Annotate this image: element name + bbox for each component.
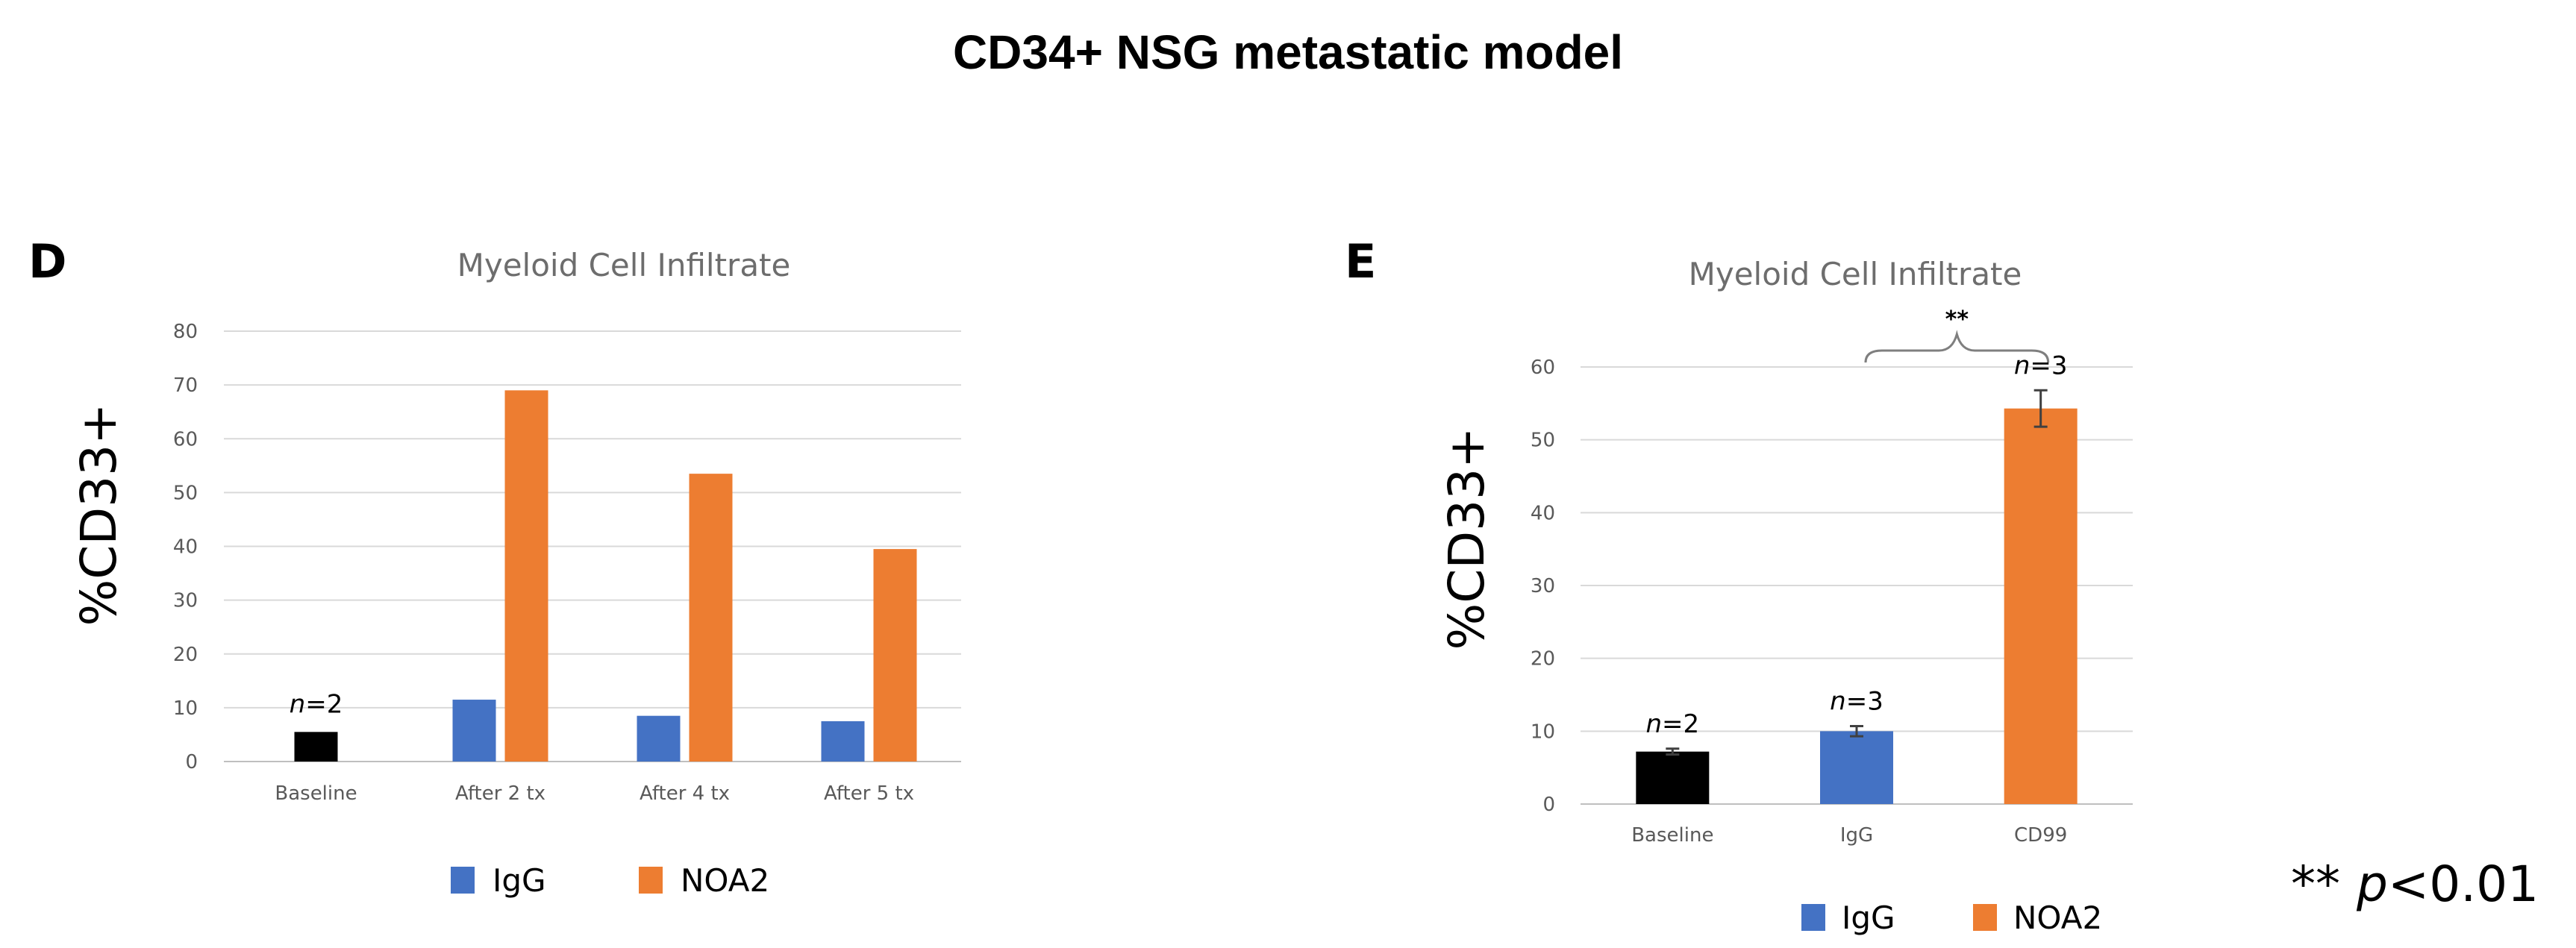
panel-d-bar-after-2-tx-noa2 (504, 390, 548, 762)
panel-d-annotations: n=2 (290, 689, 343, 719)
panel-e-x-tick-label: IgG (1840, 824, 1873, 847)
panel-e-n-value: =2 (1662, 709, 1699, 739)
panel-e-significance-bracket: ** (1864, 307, 2050, 363)
panel-d-x-tick-label: Baseline (275, 782, 357, 805)
panel-e-y-tick-label: 30 (1531, 575, 1555, 597)
panel-d-y-axis-label: %CD33+ (70, 404, 128, 627)
panel-d-x-tick-label: After 4 tx (640, 782, 730, 805)
panel-d-y-tick-label: 10 (173, 697, 198, 720)
panel-e-error-bar (1850, 724, 1863, 738)
significance-note-stars: ** (2291, 856, 2340, 913)
panel-e-label: E (1345, 234, 1376, 289)
panel-d-y-tick-label: 70 (173, 374, 198, 397)
panel-d-legend-igg: IgG (493, 862, 546, 899)
panel-e-n-annotation: n=3 (2014, 351, 2068, 380)
panel-e-legend-igg: IgG (1842, 900, 1895, 936)
panel-e-bar-baseline (1636, 751, 1710, 804)
panel-e-y-axis-label: %CD33+ (1438, 427, 1495, 650)
panel-d-bar-after-5-tx-igg (821, 721, 865, 762)
panel-e-n-value: =3 (1846, 686, 1883, 716)
panel-d-bar-after-4-tx-igg (637, 715, 681, 762)
panel-e-bars (1636, 408, 2078, 804)
panel-d-y-ticks: 0 10 20 30 40 50 60 70 80 (173, 321, 198, 773)
panel-e-legend-noa2: NOA2 (2013, 900, 2102, 936)
panel-e-y-tick-label: 60 (1531, 357, 1555, 379)
panel-e-y-tick-label: 10 (1531, 721, 1555, 743)
panel-d-bar-after-5-tx-noa2 (873, 549, 917, 762)
panel-e-x-tick-label: CD99 (2014, 824, 2067, 847)
panel-d-y-tick-label: 20 (173, 644, 198, 666)
panel-e-significance-brace (1864, 330, 2050, 363)
panel-d-bars (294, 390, 917, 762)
panel-d-y-tick-label: 40 (173, 536, 198, 559)
panel-d-n-symbol: n (290, 689, 306, 719)
panel-e-n-annotation: n=3 (1830, 686, 1883, 716)
panel-d-bar-after-2-tx-igg (452, 700, 496, 762)
panel-e-bar-cd99 (2004, 408, 2078, 804)
panel-d-chart-title: Myeloid Cell Infiltrate (457, 247, 791, 283)
panel-d-chart: D Myeloid Cell Infiltrate %CD33+ 0 10 20 30… (28, 234, 961, 899)
panel-e-error-bar (1666, 747, 1680, 756)
significance-note-p: p (2356, 856, 2388, 913)
panel-d-n-value: =2 (305, 689, 343, 719)
significance-note: ** p<0.01 (2291, 856, 2539, 913)
panel-e-x-ticks: Baseline IgG CD99 (1631, 824, 2067, 847)
panel-d-legend: IgG NOA2 (451, 862, 769, 899)
panel-e-error-bars (1666, 389, 2048, 756)
panel-e-bar-igg (1820, 731, 1893, 804)
panel-e-y-tick-label: 20 (1531, 648, 1555, 671)
panel-d-n-annotation: n=2 (290, 689, 343, 719)
figure-title: CD34+ NSG metastatic model (953, 25, 1623, 79)
panel-d-legend-swatch-noa2 (639, 867, 663, 894)
panel-e-n-symbol: n (1830, 686, 1846, 716)
panel-e-n-annotation: n=2 (1645, 709, 1699, 739)
panel-d-y-tick-label: 50 (173, 482, 198, 504)
panel-e-x-tick-label: Baseline (1631, 824, 1713, 847)
panel-e-significance-stars: ** (1945, 307, 1969, 333)
panel-d-x-tick-label: After 5 tx (824, 782, 914, 805)
panel-e-legend-swatch-igg (1801, 904, 1825, 931)
panel-e-legend: IgG NOA2 (1801, 900, 2102, 936)
panel-e-y-ticks: 0 10 20 30 40 50 60 (1531, 357, 1555, 816)
panel-e-y-tick-label: 0 (1542, 794, 1555, 816)
panel-e-legend-swatch-noa2 (1973, 904, 1997, 931)
panel-d-gridlines (224, 330, 961, 762)
panel-e-n-value: =3 (2030, 351, 2067, 380)
panel-d-bar-after-4-tx-noa2 (689, 474, 733, 762)
panel-d-y-tick-label: 80 (173, 321, 198, 343)
panel-d-x-tick-label: After 2 tx (455, 782, 545, 805)
panel-d-y-tick-label: 30 (173, 590, 198, 612)
panel-e-n-symbol: n (2014, 351, 2031, 380)
panel-e-y-tick-label: 40 (1531, 502, 1555, 524)
panel-d-x-ticks: Baseline After 2 tx After 4 tx After 5 tx (275, 782, 914, 805)
panel-d-label: D (28, 234, 66, 289)
panel-d-legend-noa2: NOA2 (681, 862, 769, 899)
panel-e-chart-title: Myeloid Cell Infiltrate (1689, 256, 2022, 292)
panel-e-error-bar (2033, 389, 2048, 428)
panel-d-bar-baseline-black (294, 732, 338, 762)
panel-d-y-tick-label: 60 (173, 428, 198, 451)
panel-e-y-tick-label: 50 (1531, 430, 1555, 452)
panel-d-legend-swatch-igg (451, 867, 475, 894)
significance-note-threshold: <0.01 (2388, 856, 2539, 913)
panel-e-chart: E Myeloid Cell Infiltrate %CD33+ 0 10 20 30… (1345, 234, 2133, 936)
panel-d-y-tick-label: 0 (185, 751, 198, 773)
panel-e-n-symbol: n (1645, 709, 1662, 739)
panel-e-annotations: n=2n=3n=3 (1645, 351, 2067, 739)
